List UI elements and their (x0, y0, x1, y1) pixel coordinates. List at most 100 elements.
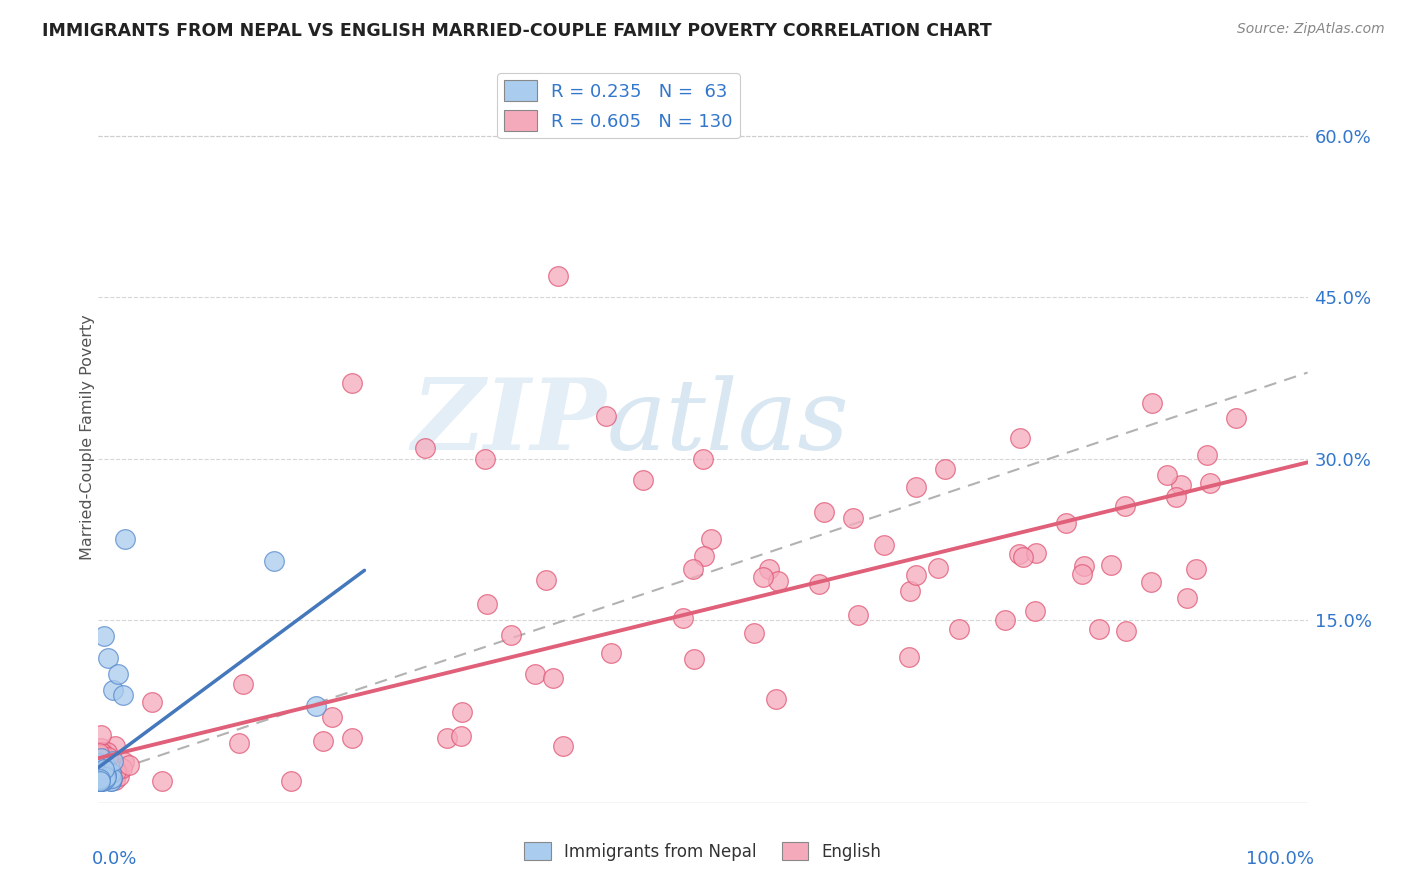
Point (813, 505, 835, 519)
Point (87, 773, 110, 788)
Point (93, 757, 115, 772)
Point (87, 746, 110, 760)
Point (340, 731, 363, 746)
Point (927, 561, 949, 575)
Point (94, 761, 117, 775)
Point (1195, 448, 1218, 462)
Legend: Immigrants from Nepal, English: Immigrants from Nepal, English (517, 836, 889, 868)
Point (90, 760, 112, 774)
Point (1225, 411, 1247, 425)
Point (100, 765, 122, 780)
Point (103, 772, 125, 786)
Point (1024, 604, 1046, 618)
Point (101, 682, 124, 697)
Point (100, 773, 122, 788)
Point (1025, 546, 1047, 560)
Point (94, 770, 117, 784)
Point (90, 767, 112, 781)
Point (104, 772, 127, 787)
Point (96, 769, 118, 783)
Point (600, 646, 623, 660)
Point (228, 736, 250, 750)
Point (89, 773, 111, 788)
Point (1164, 491, 1187, 505)
Point (89, 774, 111, 789)
Point (523, 666, 546, 681)
Point (873, 538, 896, 552)
Point (692, 451, 714, 466)
Point (100, 771, 122, 785)
Point (150, 774, 173, 789)
Point (90, 770, 112, 784)
Point (742, 626, 765, 640)
Point (87, 761, 110, 775)
Point (846, 607, 869, 622)
Point (100, 771, 122, 785)
Point (97, 650, 120, 665)
Point (97, 756, 120, 771)
Point (671, 611, 693, 625)
Point (87, 773, 110, 788)
Point (101, 764, 124, 778)
Point (451, 705, 474, 719)
Point (897, 650, 920, 665)
Point (89, 773, 111, 788)
Point (1139, 575, 1161, 590)
Point (91, 773, 114, 788)
Point (118, 758, 141, 772)
Point (263, 554, 285, 568)
Point (841, 511, 863, 525)
Point (89, 774, 111, 789)
Point (89, 772, 111, 786)
Point (93, 772, 115, 786)
Point (1156, 467, 1178, 482)
Point (90, 769, 112, 783)
Point (474, 451, 496, 466)
Point (536, 574, 558, 588)
Point (93, 768, 115, 782)
Point (94, 759, 117, 773)
Point (91, 760, 114, 774)
Point (1070, 566, 1092, 581)
Point (89, 745, 111, 759)
Point (114, 533, 136, 547)
Point (1114, 499, 1136, 513)
Point (111, 761, 134, 775)
Point (94, 764, 117, 778)
Point (1199, 475, 1222, 490)
Point (90, 761, 112, 775)
Point (87, 766, 110, 780)
Point (595, 409, 617, 423)
Point (1054, 516, 1077, 530)
Point (90, 751, 112, 765)
Point (904, 568, 927, 582)
Point (89, 772, 111, 786)
Point (87, 774, 110, 789)
Point (96, 745, 118, 759)
Point (450, 729, 472, 743)
Point (1011, 550, 1033, 565)
Point (89, 773, 111, 788)
Point (87, 767, 110, 781)
Point (96, 763, 118, 777)
Point (631, 473, 654, 487)
Point (89, 772, 111, 786)
Point (90, 760, 112, 774)
Point (93, 771, 115, 785)
Point (89, 772, 111, 787)
Point (96, 768, 118, 782)
Point (1008, 547, 1031, 561)
Point (994, 613, 1017, 627)
Point (90, 774, 112, 789)
Point (89, 774, 111, 789)
Point (93, 764, 115, 778)
Point (100, 752, 122, 766)
Point (94, 772, 117, 787)
Point (1175, 591, 1198, 606)
Point (90, 762, 112, 776)
Point (94, 761, 117, 775)
Point (87, 773, 110, 788)
Point (94, 773, 117, 788)
Point (90, 745, 112, 759)
Point (90, 764, 112, 779)
